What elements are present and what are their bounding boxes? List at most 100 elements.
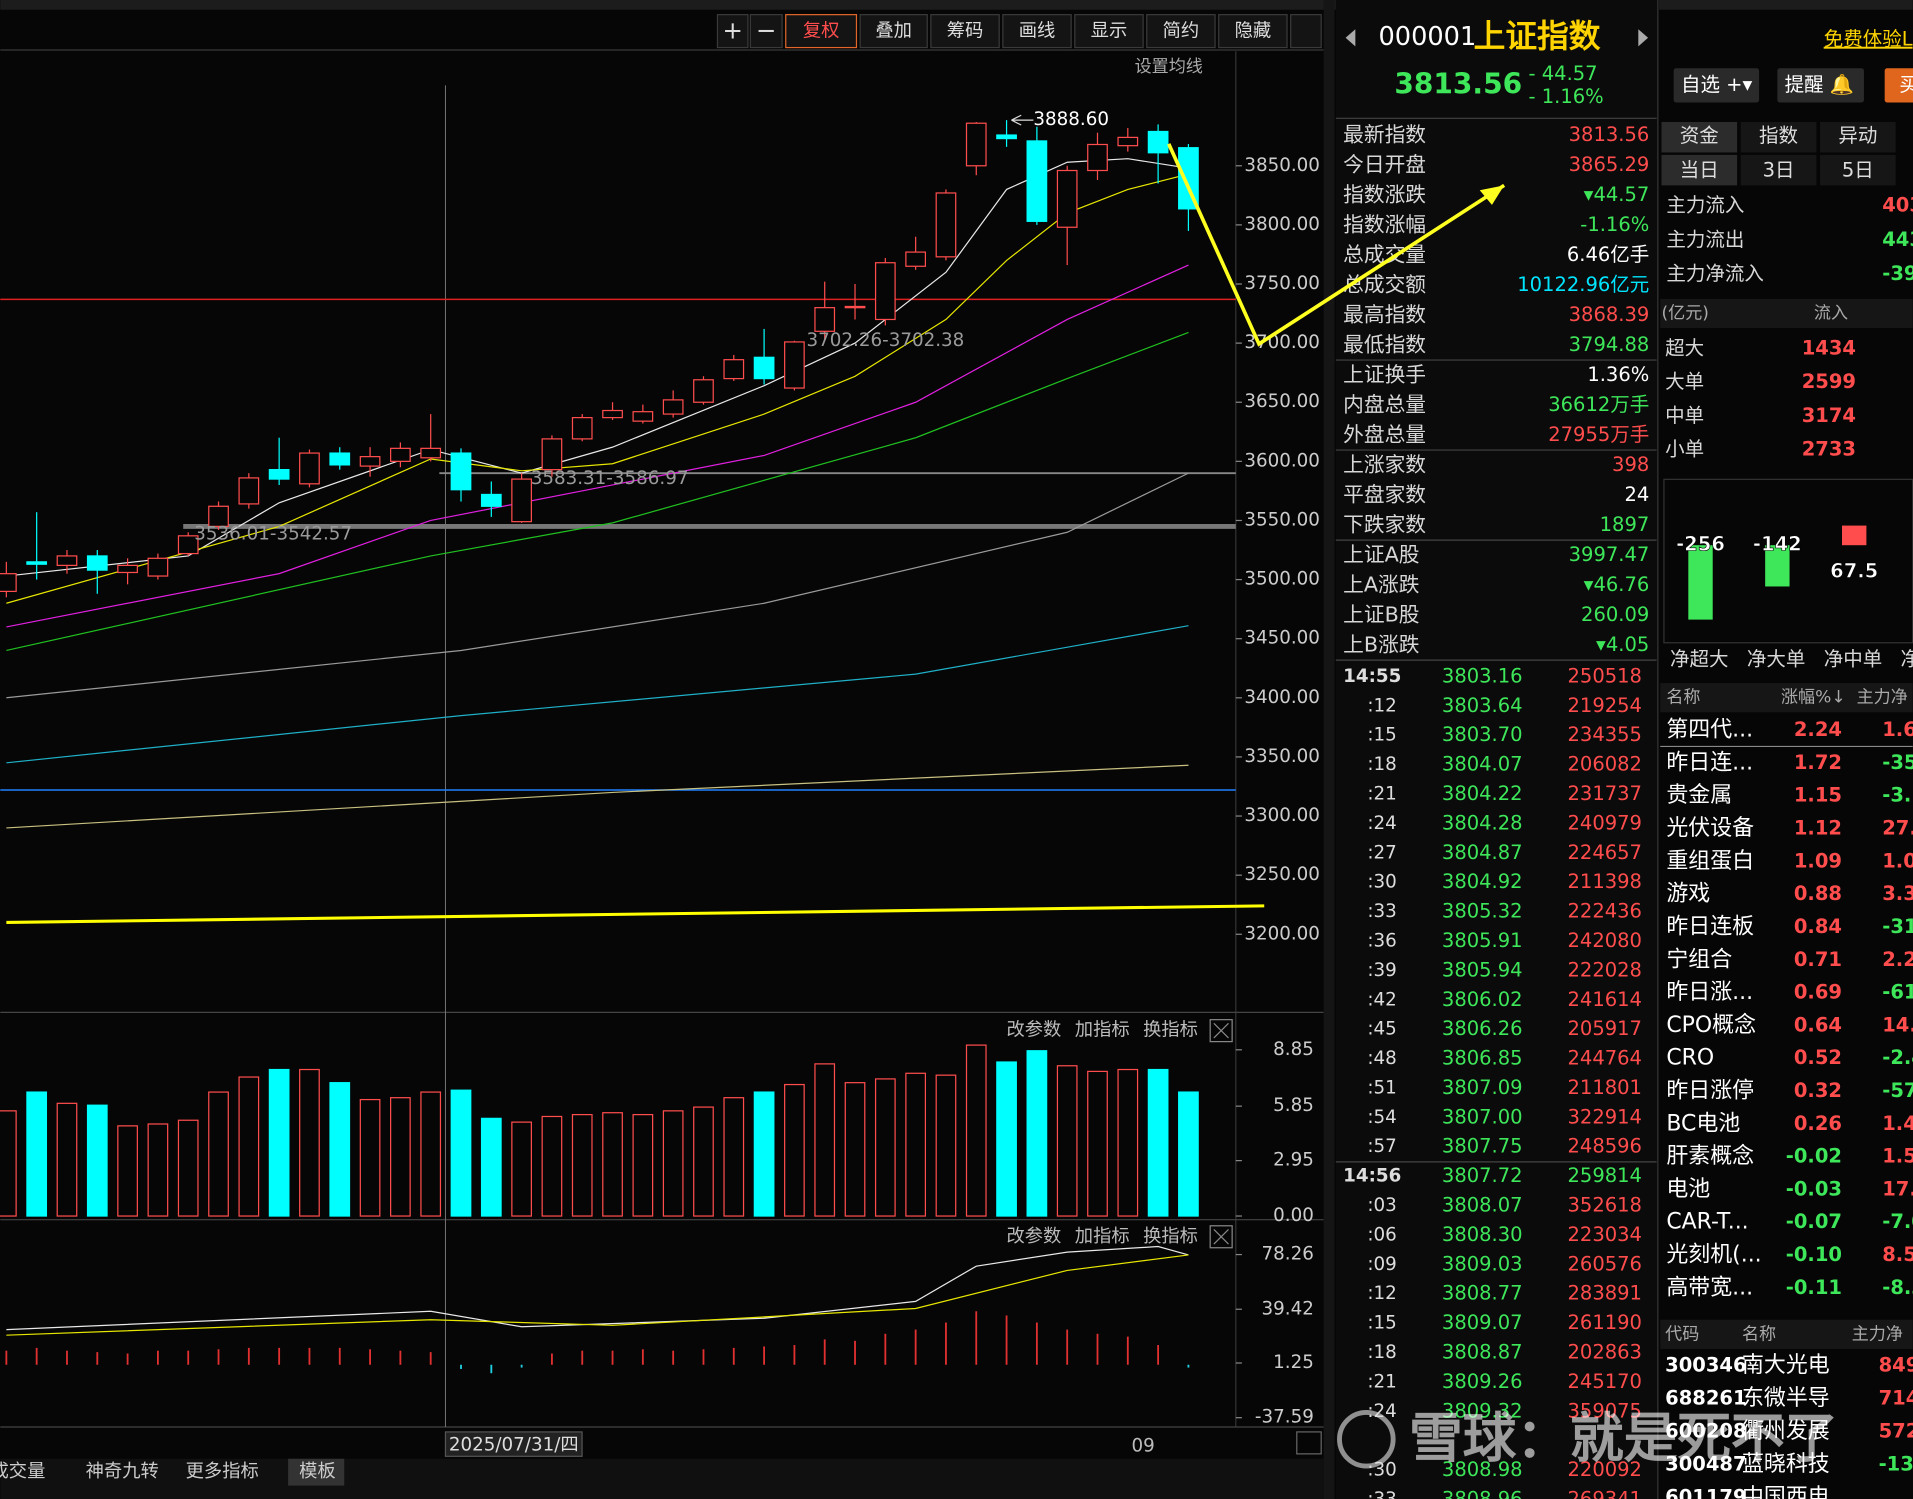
header-button[interactable] [1777,68,1864,103]
annotation-arrowhead [1479,185,1505,205]
sector-name: 第四代... [1666,718,1753,743]
volume-bar [1147,1068,1169,1217]
sector-header: 主力净 [1857,688,1908,708]
sector-name: 昨日连板 [1666,914,1754,939]
volume-bar [632,1113,654,1217]
tick-volume: 269341 [1568,1487,1642,1499]
candle-body [905,251,927,267]
high-label: 3888.60 [1033,109,1109,130]
tick-volume: 242080 [1568,929,1642,952]
close-pane[interactable] [1209,1225,1233,1249]
indicator-line [6,1254,1189,1336]
tick-volume: 241614 [1568,988,1642,1011]
stock-flow: 849 [1879,1354,1913,1377]
tick-volume: 224657 [1568,841,1642,864]
header-button[interactable] [1884,68,1913,103]
tick-time: :18 [1367,754,1396,775]
period-tab[interactable] [1661,154,1738,186]
tick-time: :06 [1367,1224,1396,1245]
header-button[interactable] [1673,68,1760,103]
y-tick-label: 3500.00 [1244,569,1320,590]
candle-body [147,557,169,577]
table-head [1660,298,1913,329]
toolbar-button[interactable] [1146,14,1216,49]
scroll-button[interactable] [1296,1431,1322,1455]
fund-tab[interactable] [1661,121,1738,153]
sector-flow: 1.6 [1882,718,1913,741]
tick-time: :36 [1367,930,1396,951]
bottom-bar [0,1458,1324,1499]
sector-flow: 3.3 [1882,882,1913,905]
period-tab[interactable] [1740,154,1817,186]
y-tick-label: 3300.00 [1244,805,1320,826]
toolbar-button[interactable] [859,14,928,49]
period-tab[interactable] [1820,154,1896,186]
toolbar-button[interactable] [749,14,783,49]
fund-tab[interactable] [1740,121,1817,153]
toolbar-button[interactable] [1002,14,1072,49]
candle-body [1026,140,1048,222]
tick-volume: 260576 [1568,1252,1642,1275]
sector-flow: 27. [1882,817,1913,840]
toolbar-button[interactable] [1218,14,1288,49]
quote-value: ▾4.05 [1596,633,1649,656]
tick-price: 3804.87 [1442,841,1523,864]
volume-bar [996,1061,1017,1217]
candle-body [1147,130,1169,154]
quote-value: 10122.96亿元 [1517,273,1649,296]
stock-flow: 572 [1879,1419,1913,1442]
quote-value: 27955万手 [1548,423,1649,446]
stock-flow: 714 [1879,1386,1913,1409]
volume-bar [723,1097,745,1217]
next-arrow[interactable] [1638,29,1649,47]
tick-volume: 322914 [1568,1105,1642,1128]
table-head [1660,683,1913,713]
volume-bar [753,1091,775,1217]
quote-label: 上证换手 [1343,362,1426,386]
close-pane[interactable] [1209,1019,1233,1043]
volume-bar [662,1110,684,1217]
period-tab-label: 5日 [1842,158,1874,181]
candle-body [1056,169,1078,228]
tick-time: :24 [1367,1401,1396,1422]
y-tick-label: 5.85 [1273,1095,1314,1116]
candle-body [26,561,48,565]
change-pct: - 1.16% [1529,85,1604,108]
candle-body [480,493,502,507]
tick-volume: 206082 [1568,753,1642,776]
tab-active[interactable] [288,1458,345,1486]
sector-flow: -57. [1882,1079,1913,1102]
tick-price: 3809.07 [1442,1311,1523,1334]
candle-body [693,379,714,403]
toolbar-button[interactable] [930,14,1000,49]
moving-average [6,472,1189,699]
toolbar-button[interactable] [785,14,858,49]
candle-body [420,447,442,459]
fullscreen-button[interactable] [1290,14,1322,49]
fund-tab[interactable] [1820,121,1896,153]
y-tick-label: 3850.00 [1244,155,1320,176]
volume-bar [905,1072,927,1217]
prev-arrow[interactable] [1345,29,1356,47]
candle-body [299,452,320,485]
fund-label: 主力流出 [1666,228,1744,251]
tick-price: 3806.26 [1442,1017,1523,1040]
quote-label: 最新指数 [1343,122,1426,146]
stock-code: 601179 [1665,1485,1746,1499]
y-tick-label: 3650.00 [1244,391,1320,412]
tick-volume: 359075 [1568,1399,1642,1422]
quote-label: 上证A股 [1343,542,1419,566]
fund-value: -39 [1882,262,1913,285]
header-button-label: 提醒 🔔 [1785,73,1854,96]
quote-label: 内盘总量 [1343,392,1426,416]
toolbar-button[interactable] [1074,14,1144,49]
tick-time: :48 [1367,1048,1396,1069]
sector-change: -0.07 [1786,1210,1842,1233]
fund-tab-label: 异动 [1838,124,1877,147]
sector-name: 高带宽... [1666,1275,1753,1300]
toolbar-button[interactable] [716,14,749,49]
quote-label: 外盘总量 [1343,422,1426,446]
tick-time: :33 [1367,1489,1396,1499]
volume-bar [1056,1065,1078,1217]
